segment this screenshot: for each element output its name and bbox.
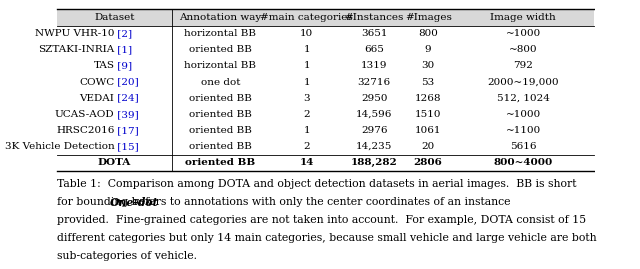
Text: 3K Vehicle Detection: 3K Vehicle Detection	[4, 142, 115, 151]
Text: ~1000: ~1000	[506, 110, 541, 119]
Text: 1268: 1268	[415, 94, 442, 103]
Text: oriented BB: oriented BB	[189, 45, 252, 54]
Text: [2]: [2]	[115, 29, 132, 38]
Text: 1510: 1510	[415, 110, 442, 119]
Text: #main categories: #main categories	[260, 13, 353, 22]
Text: VEDAI: VEDAI	[79, 94, 115, 103]
Text: #Images: #Images	[404, 13, 452, 22]
Text: 792: 792	[513, 61, 533, 70]
Text: 10: 10	[300, 29, 314, 38]
Text: different categories but only 14 main categories, because small vehicle and larg: different categories but only 14 main ca…	[57, 233, 596, 243]
Text: Annotation way: Annotation way	[179, 13, 262, 22]
Text: COWC: COWC	[79, 77, 115, 87]
Text: Dataset: Dataset	[94, 13, 134, 22]
Text: NWPU VHR-10: NWPU VHR-10	[35, 29, 115, 38]
Text: 1061: 1061	[415, 126, 442, 135]
Text: oriented BB: oriented BB	[189, 142, 252, 151]
Text: 512, 1024: 512, 1024	[497, 94, 550, 103]
Text: 2000~19,000: 2000~19,000	[488, 77, 559, 87]
Text: 2: 2	[303, 110, 310, 119]
Text: 3651: 3651	[361, 29, 387, 38]
Text: 188,282: 188,282	[351, 158, 397, 167]
Text: ~1100: ~1100	[506, 126, 541, 135]
Text: 5616: 5616	[510, 142, 536, 151]
Text: for bounding box.: for bounding box.	[57, 197, 162, 207]
Text: DOTA: DOTA	[98, 158, 131, 167]
Text: horizontal BB: horizontal BB	[184, 29, 257, 38]
Text: 800: 800	[418, 29, 438, 38]
Text: oriented BB: oriented BB	[189, 126, 252, 135]
Text: 2950: 2950	[361, 94, 387, 103]
Text: 14,596: 14,596	[356, 110, 392, 119]
Text: 2: 2	[303, 142, 310, 151]
Text: 1319: 1319	[361, 61, 387, 70]
Text: 1: 1	[303, 77, 310, 87]
Text: [24]: [24]	[115, 94, 140, 103]
Text: ~1000: ~1000	[506, 29, 541, 38]
Text: 3: 3	[303, 94, 310, 103]
Text: 2976: 2976	[361, 126, 387, 135]
Text: [9]: [9]	[115, 61, 132, 70]
Text: 30: 30	[422, 61, 435, 70]
Text: ~800: ~800	[509, 45, 538, 54]
Text: oriented BB: oriented BB	[189, 94, 252, 103]
Text: 32716: 32716	[358, 77, 391, 87]
Text: SZTAKI-INRIA: SZTAKI-INRIA	[38, 45, 115, 54]
Text: one dot: one dot	[201, 77, 240, 87]
Text: oriented BB: oriented BB	[186, 158, 255, 167]
Text: 1: 1	[303, 126, 310, 135]
Text: horizontal BB: horizontal BB	[184, 61, 257, 70]
Text: 800~4000: 800~4000	[493, 158, 553, 167]
Text: 1: 1	[303, 61, 310, 70]
Text: [20]: [20]	[115, 77, 140, 87]
Text: refers to annotations with only the center coordinates of an instance: refers to annotations with only the cent…	[130, 197, 511, 207]
Text: [15]: [15]	[115, 142, 140, 151]
Text: 1: 1	[303, 45, 310, 54]
Text: 665: 665	[364, 45, 384, 54]
Text: One-dot: One-dot	[110, 197, 159, 208]
Text: 53: 53	[422, 77, 435, 87]
Text: 14: 14	[300, 158, 314, 167]
Text: [17]: [17]	[115, 126, 140, 135]
Text: 20: 20	[422, 142, 435, 151]
Text: #Instances: #Instances	[344, 13, 404, 22]
Text: [1]: [1]	[115, 45, 132, 54]
Text: UCAS-AOD: UCAS-AOD	[55, 110, 115, 119]
Text: HRSC2016: HRSC2016	[56, 126, 115, 135]
Text: Table 1:  Comparison among DOTA and object detection datasets in aerial images. : Table 1: Comparison among DOTA and objec…	[57, 179, 577, 189]
Text: provided.  Fine-grained categories are not taken into account.  For example, DOT: provided. Fine-grained categories are no…	[57, 215, 586, 225]
Bar	[57, 9, 595, 26]
Text: 9: 9	[425, 45, 431, 54]
Text: sub-categories of vehicle.: sub-categories of vehicle.	[57, 251, 197, 261]
Text: Image width: Image width	[490, 13, 556, 22]
Text: 2806: 2806	[413, 158, 443, 167]
Text: 14,235: 14,235	[356, 142, 392, 151]
Text: oriented BB: oriented BB	[189, 110, 252, 119]
Text: [39]: [39]	[115, 110, 140, 119]
Text: TAS: TAS	[93, 61, 115, 70]
